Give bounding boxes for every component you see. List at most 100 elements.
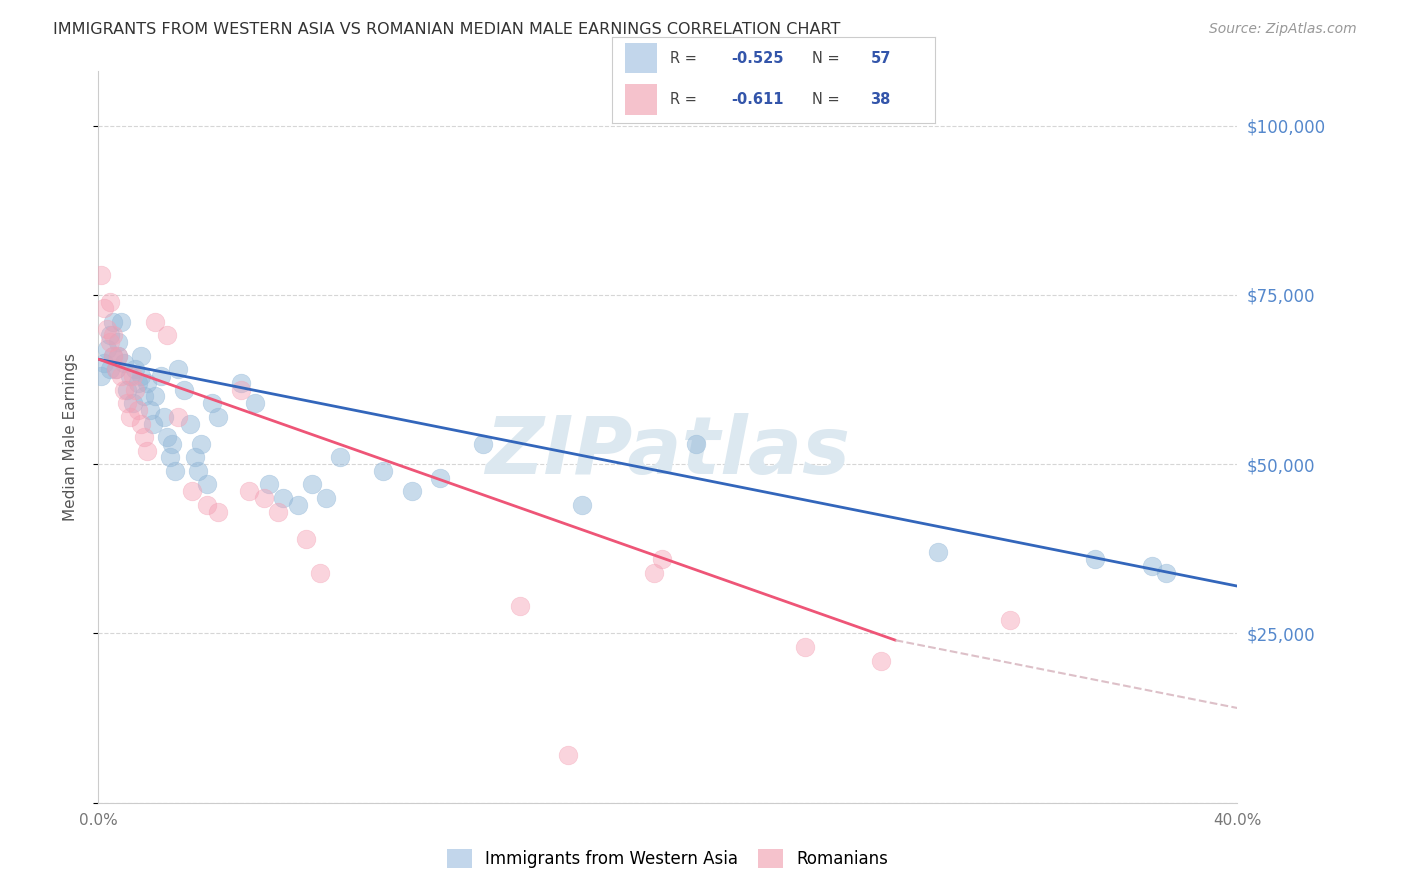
Point	[159, 450, 181, 465]
Text: N =: N =	[813, 51, 845, 65]
Point	[129, 417, 152, 431]
Bar	[624, 43, 657, 73]
Y-axis label: Median Male Earnings: Median Male Earnings	[63, 353, 77, 521]
Text: R =: R =	[669, 92, 702, 107]
Point	[118, 409, 141, 424]
Text: R =: R =	[669, 51, 702, 65]
Point	[110, 315, 132, 329]
Point	[273, 491, 295, 505]
Point	[138, 403, 160, 417]
Point	[110, 369, 132, 384]
Point	[121, 396, 143, 410]
Point	[173, 383, 195, 397]
Point	[1140, 558, 1163, 573]
Point	[135, 376, 157, 390]
Point	[998, 613, 1021, 627]
Point	[153, 409, 176, 424]
Text: -0.525: -0.525	[731, 51, 783, 65]
Point	[167, 362, 190, 376]
Point	[101, 315, 124, 329]
Point	[229, 376, 252, 390]
Text: ZIPatlas: ZIPatlas	[485, 413, 851, 491]
Point	[112, 355, 135, 369]
Point	[557, 748, 579, 763]
Point	[207, 505, 229, 519]
Point	[685, 437, 707, 451]
Point	[124, 362, 146, 376]
Point	[162, 437, 184, 451]
Point	[127, 376, 149, 390]
Point	[238, 484, 260, 499]
Point	[259, 477, 281, 491]
Point	[115, 383, 138, 397]
Point	[132, 389, 155, 403]
Text: Source: ZipAtlas.com: Source: ZipAtlas.com	[1209, 22, 1357, 37]
Point	[187, 464, 209, 478]
Point	[96, 342, 118, 356]
Text: N =: N =	[813, 92, 845, 107]
Point	[132, 430, 155, 444]
Point	[252, 491, 274, 505]
Point	[643, 566, 665, 580]
Point	[167, 409, 190, 424]
Point	[295, 532, 318, 546]
Point	[101, 349, 124, 363]
Point	[156, 328, 179, 343]
Point	[471, 437, 494, 451]
Point	[793, 640, 815, 654]
Point	[98, 328, 121, 343]
Point	[571, 498, 593, 512]
Point	[1154, 566, 1177, 580]
Point	[190, 437, 212, 451]
Point	[129, 369, 152, 384]
Point	[150, 369, 173, 384]
Point	[104, 362, 127, 376]
Point	[267, 505, 290, 519]
Point	[179, 417, 201, 431]
Point	[93, 355, 115, 369]
Point	[121, 369, 143, 384]
Point	[93, 301, 115, 316]
Point	[184, 450, 207, 465]
Point	[229, 383, 252, 397]
Point	[118, 369, 141, 384]
Point	[429, 471, 451, 485]
Point	[870, 654, 893, 668]
Point	[129, 349, 152, 363]
Point	[112, 383, 135, 397]
Point	[124, 383, 146, 397]
Point	[90, 268, 112, 282]
Point	[90, 369, 112, 384]
Point	[651, 552, 673, 566]
Point	[165, 464, 187, 478]
Point	[115, 396, 138, 410]
Point	[104, 362, 127, 376]
Point	[107, 349, 129, 363]
Point	[1084, 552, 1107, 566]
Point	[301, 477, 323, 491]
Point	[927, 545, 949, 559]
Point	[243, 396, 266, 410]
Point	[135, 443, 157, 458]
Text: 38: 38	[870, 92, 890, 107]
Point	[373, 464, 395, 478]
Point	[181, 484, 204, 499]
Point	[96, 322, 118, 336]
Point	[101, 349, 124, 363]
Text: -0.611: -0.611	[731, 92, 783, 107]
Point	[195, 477, 218, 491]
Bar	[624, 84, 657, 114]
Text: IMMIGRANTS FROM WESTERN ASIA VS ROMANIAN MEDIAN MALE EARNINGS CORRELATION CHART: IMMIGRANTS FROM WESTERN ASIA VS ROMANIAN…	[53, 22, 841, 37]
Point	[145, 315, 167, 329]
Point	[107, 349, 129, 363]
Point	[309, 566, 332, 580]
Point	[509, 599, 531, 614]
Point	[401, 484, 423, 499]
Point	[195, 498, 218, 512]
Point	[287, 498, 309, 512]
Point	[127, 403, 149, 417]
Point	[329, 450, 352, 465]
Point	[145, 389, 167, 403]
Point	[141, 417, 163, 431]
Point	[315, 491, 337, 505]
